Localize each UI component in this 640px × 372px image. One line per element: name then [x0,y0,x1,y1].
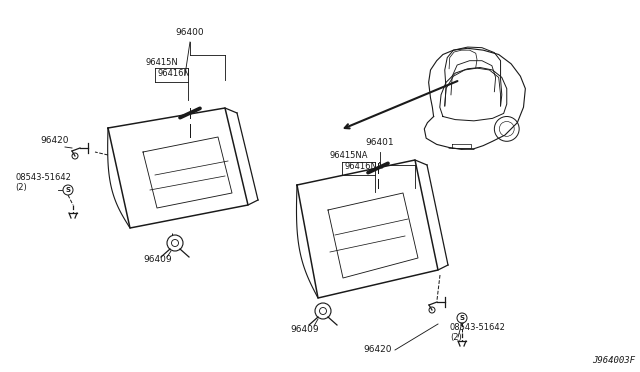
Text: 08543-51642
(2): 08543-51642 (2) [15,173,71,192]
Text: 96415N: 96415N [145,58,178,67]
Text: 96420: 96420 [40,136,68,145]
Text: 96415NA: 96415NA [330,151,369,160]
Text: 96416N: 96416N [158,69,191,78]
Text: J964003F: J964003F [592,356,635,365]
Text: S: S [65,187,70,193]
Text: 96400: 96400 [176,28,204,37]
Text: 96401: 96401 [365,138,394,147]
Text: 96409: 96409 [144,255,172,264]
Text: 96409: 96409 [291,325,319,334]
Text: 96416NA: 96416NA [345,162,383,171]
Text: 96420: 96420 [364,345,392,354]
Text: 08543-51642
(2): 08543-51642 (2) [450,323,506,342]
Text: S: S [460,315,465,321]
